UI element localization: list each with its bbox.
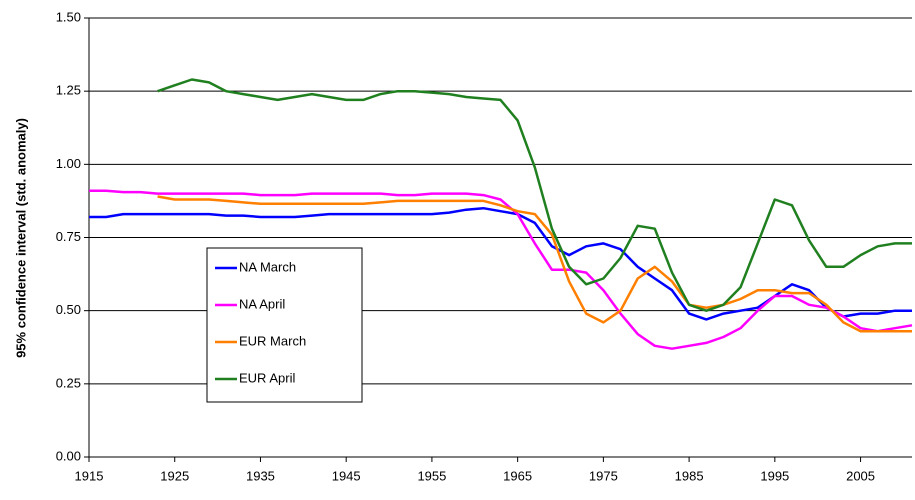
x-tick-label: 1945 (332, 468, 361, 483)
y-tick-label: 0.50 (56, 302, 81, 317)
x-tick-label: 1985 (675, 468, 704, 483)
legend-label: EUR April (239, 370, 295, 385)
series-line (157, 195, 912, 333)
x-tick-label: 1975 (589, 468, 618, 483)
x-tick-label: 1995 (760, 468, 789, 483)
y-tick-label: 0.75 (56, 229, 81, 244)
y-tick-label: 1.50 (56, 9, 81, 24)
legend: NA March NA April EUR March EUR April (206, 247, 363, 403)
y-tick-label: 1.00 (56, 156, 81, 171)
x-tick-label: 1965 (503, 468, 532, 483)
legend-box (206, 247, 363, 403)
series-line (89, 189, 913, 350)
x-tick-label: 1925 (160, 468, 189, 483)
y-tick-label: 0.00 (56, 448, 81, 463)
legend-label: EUR March (239, 333, 306, 348)
y-axis-label: 95% confidence interval (std. anomaly) (13, 118, 28, 358)
legend-label: NA April (239, 296, 285, 311)
x-tick-label: 1955 (417, 468, 446, 483)
series-line (157, 78, 912, 312)
x-tick-label: 1915 (75, 468, 104, 483)
x-tick-label: 2005 (846, 468, 875, 483)
y-tick-label: 1.25 (56, 83, 81, 98)
legend-label: NA March (239, 259, 296, 274)
y-tick-label: 0.25 (56, 375, 81, 390)
x-tick-label: 1935 (246, 468, 275, 483)
